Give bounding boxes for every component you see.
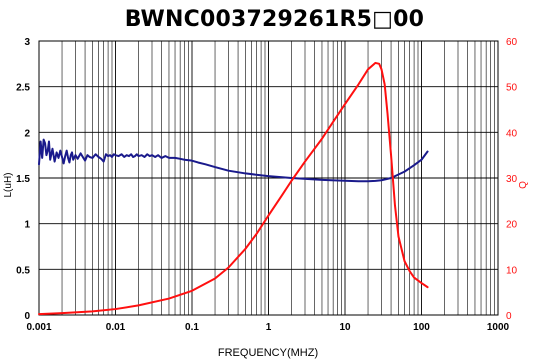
q-series-line (38, 61, 429, 316)
x-tick-label: 0.1 (185, 322, 199, 333)
y2-tick-label: 50 (506, 83, 518, 94)
y2-tick-label: 0 (506, 311, 512, 322)
y-tick-label: 1.5 (16, 174, 30, 185)
x-tick-label: 100 (413, 322, 430, 333)
y2-tick-label: 30 (506, 174, 518, 185)
y-tick-label: 1 (24, 220, 30, 231)
x-axis-title: FREQUENCY(MHZ) (218, 347, 318, 359)
x-tick-label: 0.01 (106, 322, 126, 333)
y-axis-title: L(uH) (3, 172, 14, 197)
x-tick-label: 1000 (487, 322, 510, 333)
x-tick-labels: 0.001 0.01 0.1 1 10 100 1000 (26, 322, 509, 333)
y2-tick-labels: 0 10 20 30 40 50 60 (506, 37, 518, 322)
y-tick-label: 0 (24, 311, 30, 322)
y-tick-label: 2.5 (16, 83, 30, 94)
x-tick-label: 10 (339, 322, 351, 333)
y2-tick-label: 40 (506, 128, 518, 139)
y-tick-label: 3 (24, 37, 30, 48)
plot-frame (38, 40, 499, 316)
y-tick-label: 0.5 (16, 265, 30, 276)
y2-axis-title: Q (518, 181, 529, 189)
y2-tick-label: 60 (506, 37, 518, 48)
x-tick-label: 0.001 (26, 322, 51, 333)
x-tick-label: 1 (266, 322, 272, 333)
y2-tick-label: 10 (506, 265, 518, 276)
series-lines (38, 61, 429, 316)
y2-tick-label: 20 (506, 220, 518, 231)
grid-lines (38, 41, 498, 315)
y-tick-label: 2 (24, 128, 30, 139)
inductance-series-line (38, 138, 429, 183)
y-tick-labels: 0 0.5 1 1.5 2 2.5 3 (16, 37, 30, 322)
chart-title: BWNC003729261R5□00 (124, 7, 425, 32)
